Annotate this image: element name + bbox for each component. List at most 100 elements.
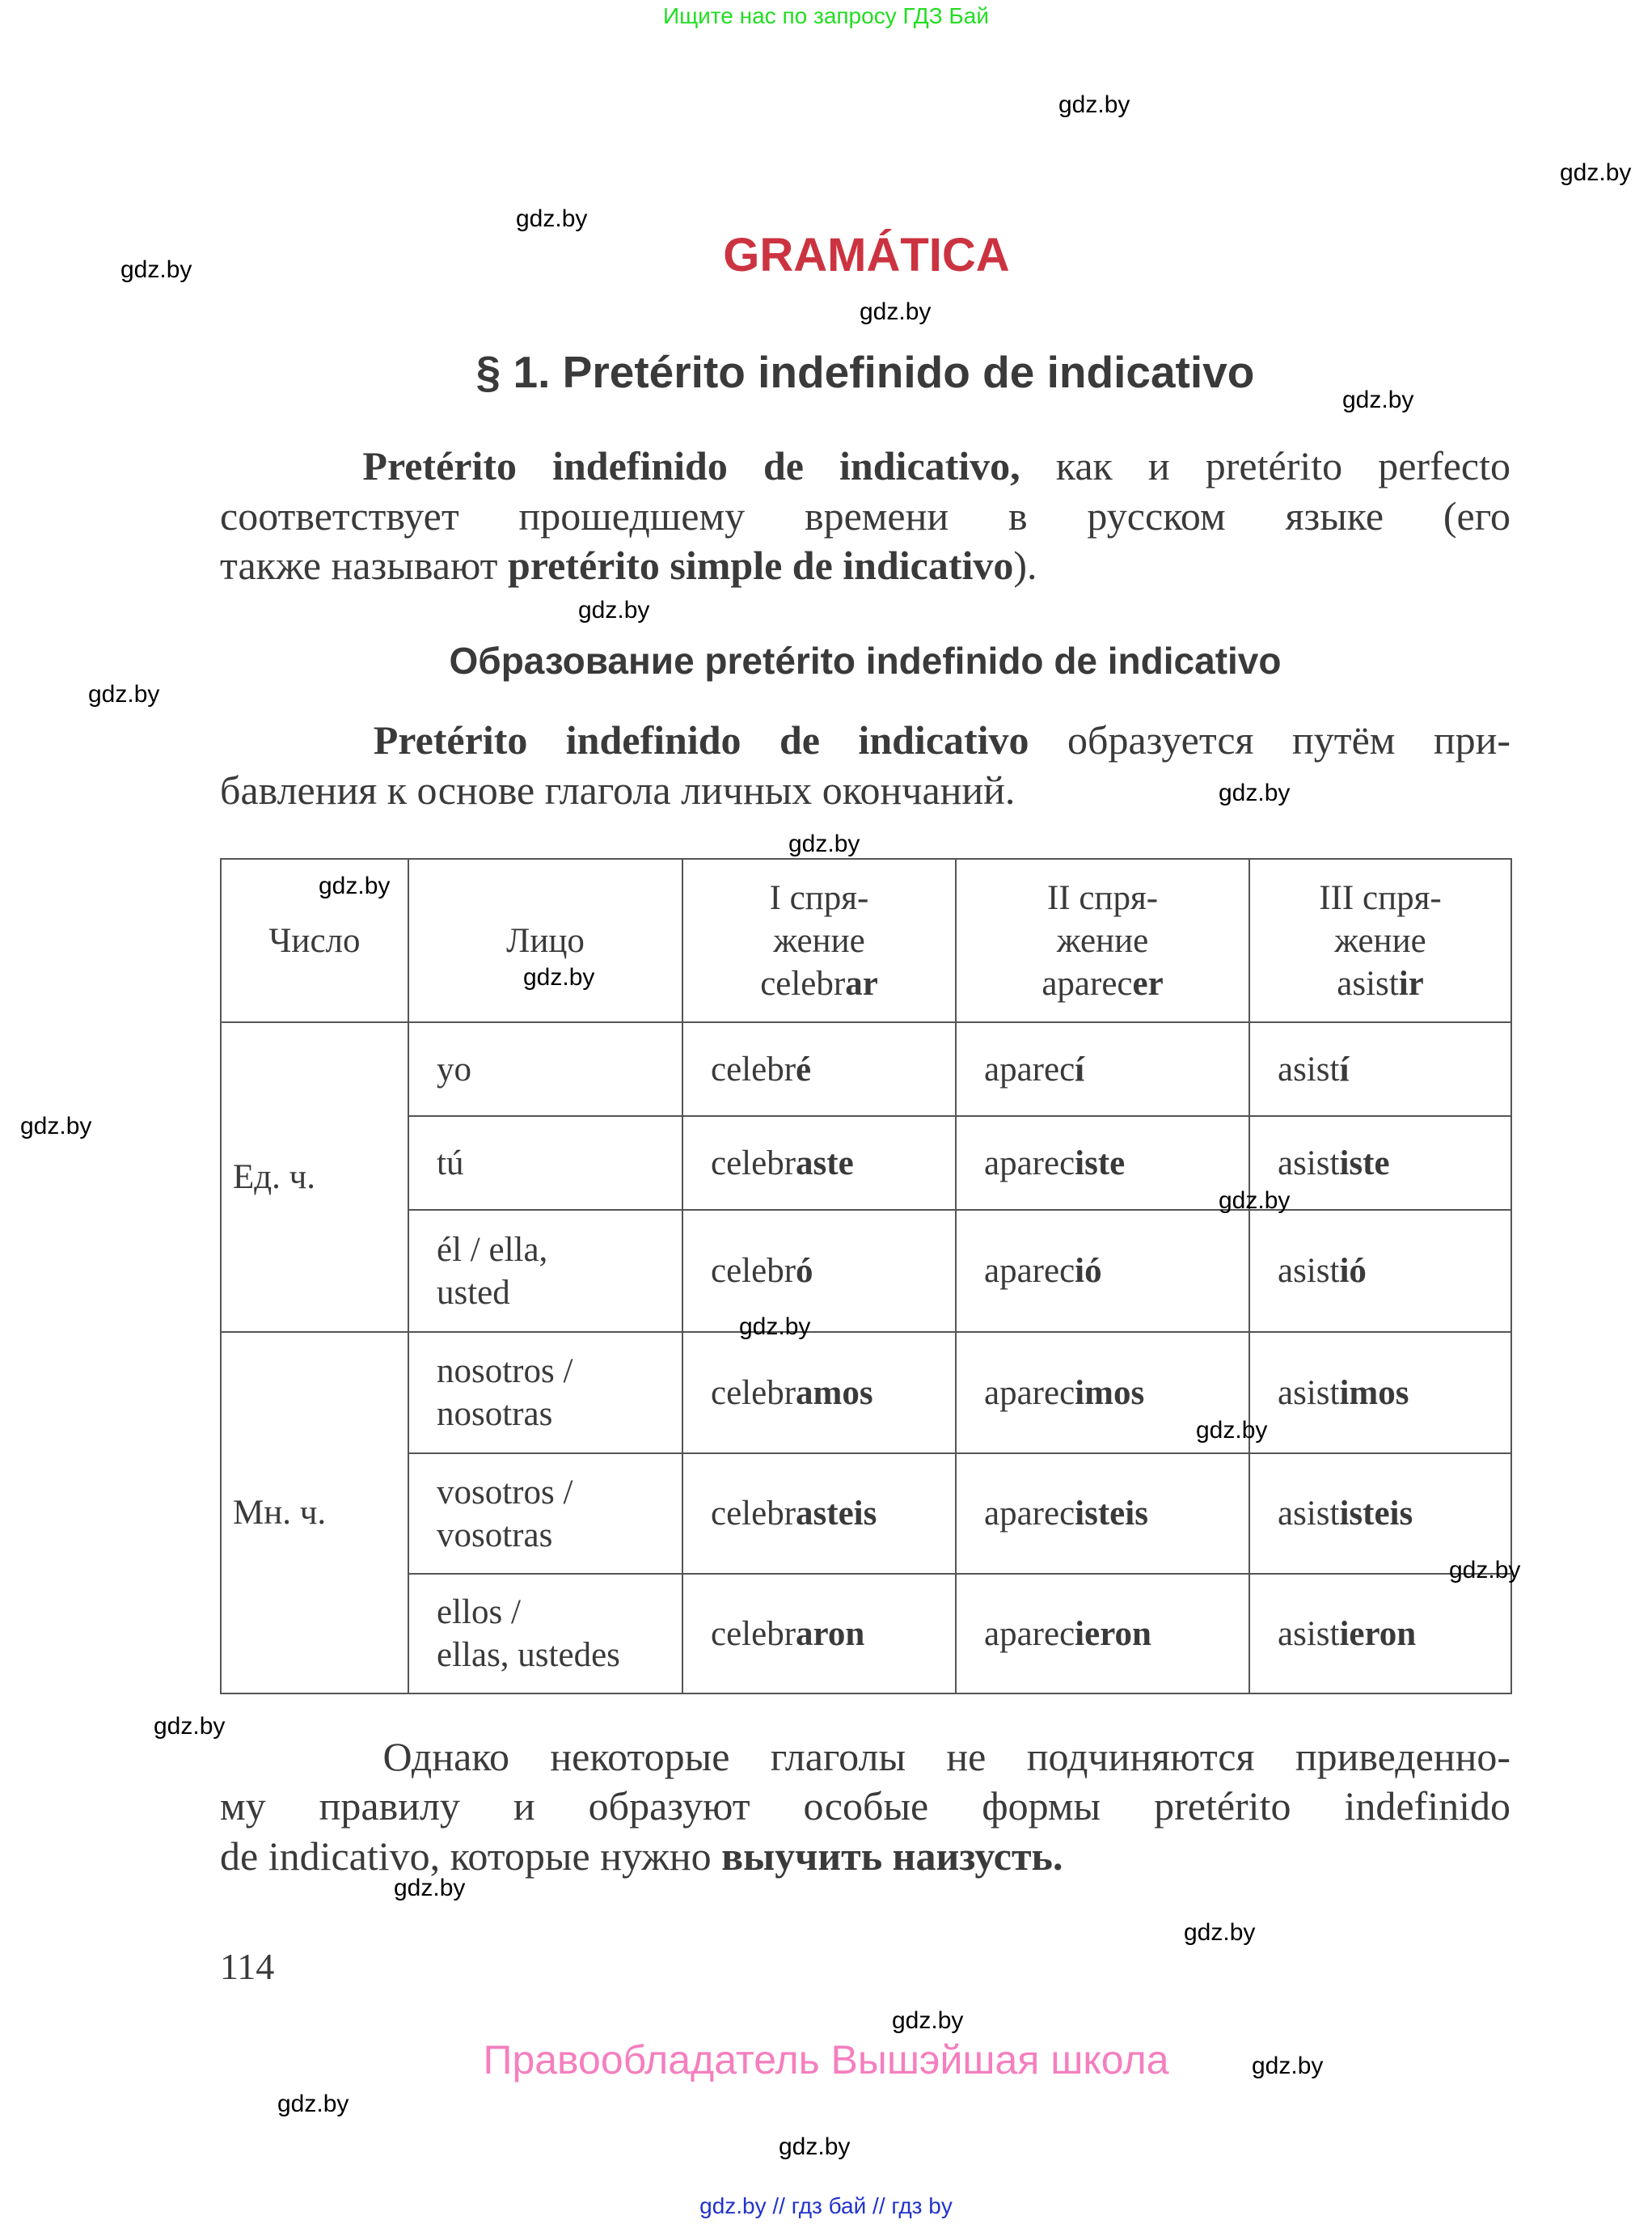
- watermark: gdz.by: [20, 1113, 92, 1139]
- lesson-title: § 1. Pretérito indefinido de indicativo: [475, 347, 1255, 397]
- person-line: ellas, ustedes: [437, 1636, 620, 1674]
- copyright-notice: Правообладатель Вышэйшая школа: [483, 2037, 1169, 2082]
- verb-form-cell: celebramos: [682, 1331, 957, 1454]
- paragraph-line: бавления к основе глагола личных окончан…: [220, 765, 1510, 815]
- person-cell: ellos / ellas, ustedes: [408, 1573, 683, 1694]
- person-cell: tú: [408, 1115, 683, 1211]
- stem: aparec: [984, 1144, 1075, 1182]
- stem: aparec: [984, 1495, 1075, 1533]
- infinitive: asistir: [1250, 962, 1510, 1005]
- watermark: gdz.by: [88, 681, 160, 708]
- watermark: gdz.by: [739, 1313, 811, 1340]
- ending: í: [1339, 1050, 1350, 1089]
- verb-form-cell: celebrasteis: [682, 1452, 957, 1575]
- verb-form-cell: asistieron: [1249, 1573, 1512, 1694]
- bold-text: Pretérito indefinido de indicativo: [220, 717, 1029, 763]
- bold-text: pretérito simple de indicativo: [508, 543, 1014, 588]
- verb-form-cell: apareciste: [955, 1115, 1250, 1211]
- header-line: I спря-: [769, 878, 869, 917]
- person-cell: nosotros / nosotras: [408, 1331, 683, 1454]
- search-banner[interactable]: Ищите нас по запросу ГДЗ Бай: [662, 3, 990, 28]
- text: ).: [1013, 543, 1037, 588]
- ending: isteis: [1075, 1495, 1148, 1533]
- ending: ar: [845, 964, 878, 1003]
- watermark: gdz.by: [1342, 387, 1414, 413]
- bold-text: выучить наизусть.: [721, 1833, 1063, 1879]
- watermark: gdz.by: [319, 873, 391, 899]
- stem: aparec: [984, 1252, 1075, 1290]
- stem: asist: [1337, 964, 1399, 1003]
- watermark: gdz.by: [1560, 159, 1632, 186]
- text: de indicativo, которые нужно: [220, 1833, 722, 1879]
- paragraph-line: соответствует прошедшему времени в русск…: [220, 491, 1510, 541]
- verb-form-cell: asististeis: [1249, 1452, 1512, 1575]
- paragraph-line: также называют pretérito simple de indic…: [220, 540, 1510, 590]
- person-cell: vosotros / vosotras: [408, 1452, 683, 1575]
- ending: ir: [1398, 964, 1424, 1003]
- stem: aparec: [984, 1373, 1075, 1412]
- ending: er: [1132, 964, 1164, 1003]
- stem: celebr: [711, 1252, 796, 1290]
- watermark: gdz.by: [892, 2007, 964, 2034]
- text: бавления к основе глагола личных окончан…: [220, 767, 1016, 813]
- stem: celebr: [760, 964, 846, 1003]
- header-line: жение: [1056, 921, 1149, 960]
- watermark: gdz.by: [1058, 91, 1130, 118]
- verb-form-cell: aparecí: [955, 1021, 1250, 1117]
- bottom-links[interactable]: gdz.by // гдз бай // гдз by: [699, 2193, 953, 2218]
- ending: iste: [1339, 1144, 1390, 1182]
- ending: ieron: [1339, 1614, 1417, 1653]
- verb-form-cell: asistimos: [1249, 1331, 1512, 1454]
- header-conjugation: I спря-жение celebrar: [682, 858, 957, 1023]
- text: соответствует прошедшему времени в русск…: [220, 493, 1510, 539]
- section-title: GRAMÁTICA: [723, 229, 1010, 281]
- table-row: Ед. ч. yo celebré aparecí asistí: [220, 1021, 1512, 1333]
- ending: aste: [796, 1144, 854, 1182]
- stem: aparec: [1041, 964, 1133, 1003]
- ending: é: [796, 1050, 812, 1089]
- verb-form-cell: asistí: [1249, 1021, 1512, 1117]
- ending: amos: [796, 1373, 873, 1412]
- verb-form-cell: celebraron: [682, 1573, 957, 1694]
- watermark: gdz.by: [523, 964, 595, 991]
- person-line: vosotros /: [437, 1473, 573, 1512]
- ending: ieron: [1075, 1614, 1151, 1653]
- ending: ió: [1075, 1252, 1102, 1290]
- stem: celebr: [711, 1495, 796, 1533]
- table-row: ellos / ellas, ustedes celebraron aparecier…: [221, 1573, 1512, 1694]
- text: также называют: [220, 543, 509, 588]
- watermark: gdz.by: [1449, 1557, 1521, 1583]
- bold-text: Pretérito indefinido de indicativo,: [220, 443, 1020, 488]
- person-cell: él / ella, usted: [408, 1209, 683, 1333]
- verb-form-cell: celebró: [682, 1209, 957, 1333]
- person-line: yo: [437, 1050, 471, 1089]
- stem: aparec: [984, 1050, 1075, 1089]
- ending: ió: [1339, 1252, 1367, 1290]
- paragraph-line: му правилу и образуют особые формы preté…: [220, 1781, 1510, 1831]
- ending: í: [1075, 1050, 1085, 1089]
- text: образуется путём при-: [1029, 717, 1511, 763]
- header-line: жение: [1334, 921, 1426, 960]
- text: му правилу и образуют особые формы preté…: [220, 1783, 1510, 1829]
- watermark: gdz.by: [1252, 2053, 1324, 2079]
- stem: asist: [1278, 1144, 1340, 1182]
- watermark: gdz.by: [1196, 1417, 1268, 1444]
- watermark: gdz.by: [1219, 1187, 1291, 1214]
- watermark: gdz.by: [578, 597, 650, 624]
- person-line: ellos /: [437, 1593, 521, 1631]
- verb-form-cell: celebré: [682, 1021, 957, 1117]
- stem: aparec: [984, 1614, 1075, 1653]
- header-person: Лицо: [408, 858, 683, 1023]
- watermark: gdz.by: [154, 1713, 226, 1740]
- ending: iste: [1075, 1144, 1126, 1182]
- ending: imos: [1339, 1373, 1409, 1412]
- watermark: gdz.by: [277, 2091, 349, 2117]
- stem: celebr: [711, 1144, 796, 1182]
- person-line: vosotras: [437, 1516, 553, 1554]
- stem: celebr: [711, 1373, 796, 1412]
- ending: ó: [796, 1252, 813, 1290]
- subheading: Образование pretérito indefinido de indi…: [449, 640, 1282, 682]
- stem: celebr: [711, 1050, 796, 1089]
- table-row: vosotros / vosotras celebrasteis apareciste…: [221, 1452, 1512, 1575]
- verb-form-cell: asististe: [1249, 1115, 1512, 1211]
